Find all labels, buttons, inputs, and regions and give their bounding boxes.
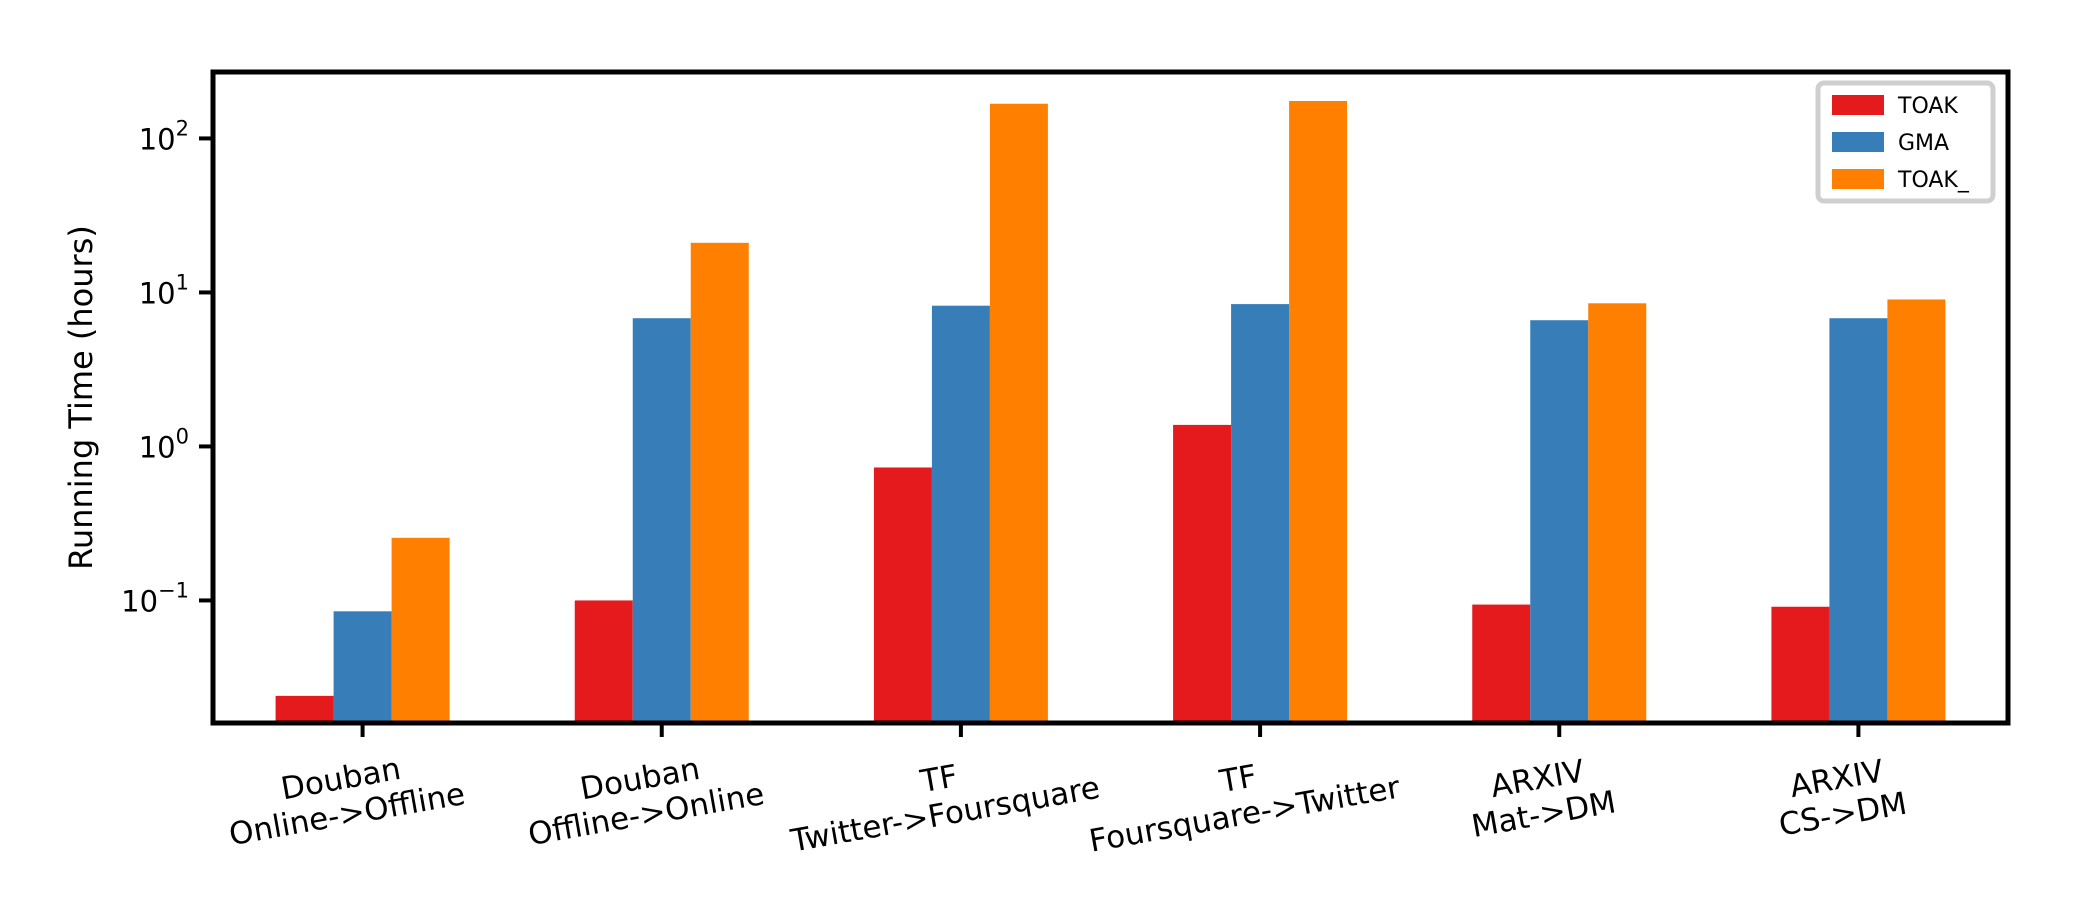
bar-gma-3 (1231, 304, 1290, 723)
bar-toak-0 (275, 695, 334, 723)
bar-toak-0 (391, 537, 450, 723)
bar-toak-2 (873, 467, 932, 723)
bar-toak-4 (1472, 604, 1531, 723)
y-tick-base: 10 (139, 276, 176, 310)
bar-toak-5 (1771, 606, 1830, 723)
x-tick-label-4: ARXIVMat->DM (1463, 749, 1619, 845)
x-tick-label-5: ARXIVCS->DM (1770, 750, 1910, 843)
bar-toak-4 (1588, 303, 1647, 723)
x-tick-label-line: TF (1216, 758, 1259, 800)
bar-toak-1 (574, 600, 633, 723)
y-tick-label-1: 100 (139, 424, 189, 464)
y-tick-exponent: 2 (176, 116, 189, 140)
y-tick-label-2: 101 (139, 270, 189, 310)
x-tick-label-0: DoubanOnline->Offline (220, 741, 468, 853)
y-axis-label: Running Time (hours) (62, 225, 100, 570)
bar-gma-5 (1829, 318, 1888, 723)
x-tick-label-3: TFFoursquare->Twitter (1080, 734, 1403, 860)
bar-gma-4 (1530, 320, 1589, 723)
y-tick-exponent: 1 (176, 270, 189, 294)
plot-frame (210, 69, 2011, 726)
bars-layer (275, 101, 1946, 723)
y-tick-exponent: −1 (158, 578, 189, 602)
y-tick-base: 10 (139, 122, 176, 156)
legend: TOAK GMA TOAK_ (1815, 80, 1996, 204)
bar-toak-1 (690, 242, 749, 723)
bar-gma-1 (632, 318, 691, 723)
y-tick-base: 10 (121, 584, 158, 618)
x-tick-label-2: TFTwitter->Foursquare (781, 734, 1103, 859)
x-tick-label-line: TF (917, 758, 960, 800)
bar-gma-2 (931, 305, 990, 723)
legend-label-1: GMA (1898, 131, 1949, 156)
legend-label-2: TOAK_ (1897, 168, 1970, 193)
bar-toak-3 (1173, 424, 1232, 723)
y-tick-base: 10 (139, 430, 176, 464)
legend-swatch-2 (1832, 169, 1884, 189)
bar-toak-2 (989, 103, 1048, 723)
legend-swatch-0 (1832, 95, 1884, 115)
y-tick-label-0: 10−1 (121, 578, 189, 618)
x-tick-label-1: DoubanOffline->Online (519, 741, 767, 853)
legend-label-0: TOAK (1897, 94, 1958, 119)
y-tick-exponent: 0 (176, 424, 189, 448)
bar-toak-3 (1289, 101, 1348, 723)
legend-swatch-1 (1832, 132, 1884, 152)
bar-gma-0 (333, 611, 392, 723)
y-tick-label-3: 102 (139, 116, 189, 156)
bar-toak-5 (1887, 299, 1946, 723)
